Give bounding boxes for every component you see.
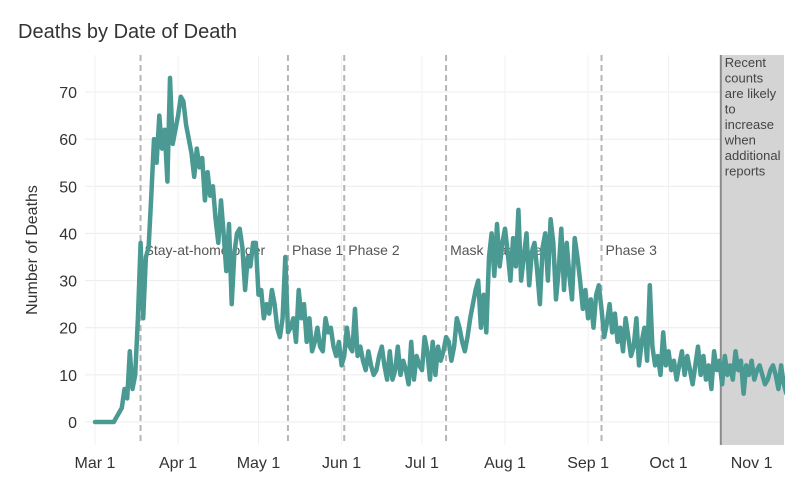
annotation-label: Phase 1 <box>292 242 344 258</box>
y-tick-label: 30 <box>59 274 77 291</box>
y-axis-label: Number of Deaths <box>24 185 41 315</box>
y-tick-label: 50 <box>59 179 77 196</box>
y-tick-label: 70 <box>59 85 77 102</box>
x-tick-label: May 1 <box>237 455 281 472</box>
x-tick-label: Aug 1 <box>484 455 526 472</box>
x-tick-label: Jul 1 <box>405 455 439 472</box>
recent-data-note-line: Recent <box>725 55 767 70</box>
y-tick-label: 10 <box>59 368 77 385</box>
recent-data-note-line: are likely <box>725 86 777 101</box>
grid-layer <box>85 55 782 445</box>
recent-data-note-line: reports <box>725 164 766 179</box>
y-tick-label: 0 <box>68 415 77 432</box>
x-tick-label: Sep 1 <box>567 455 609 472</box>
x-tick-label: Jun 1 <box>322 455 361 472</box>
y-tick-label: 60 <box>59 132 77 149</box>
recent-data-note-line: increase <box>725 117 774 132</box>
y-tick-label: 40 <box>59 226 77 243</box>
recent-data-note-line: when <box>724 133 756 148</box>
annotation-layer: Stay-at-home order Phase 1 Phase 2 Mask man… <box>139 55 658 445</box>
chart-title: Deaths by Date of Death <box>18 21 237 43</box>
x-tick-label: Apr 1 <box>159 455 197 472</box>
x-tick-label: Oct 1 <box>649 455 687 472</box>
recent-data-note-line: additional <box>725 148 781 163</box>
y-tick-label: 20 <box>59 321 77 338</box>
x-tick-label: Mar 1 <box>75 455 116 472</box>
x-tick-label: Nov 1 <box>731 455 773 472</box>
annotation-label: Phase 3 <box>606 242 658 258</box>
axis-layer: 0 10 20 30 40 50 60 70 Mar 1 Apr 1 May 1 Jun 1 Jul 1… <box>59 85 772 472</box>
annotation-label: Phase 2 <box>348 242 400 258</box>
recent-data-note-line: counts <box>725 71 764 86</box>
deaths-series-line <box>92 75 785 425</box>
recent-data-note-line: to <box>725 102 736 117</box>
series-layer <box>92 75 785 425</box>
